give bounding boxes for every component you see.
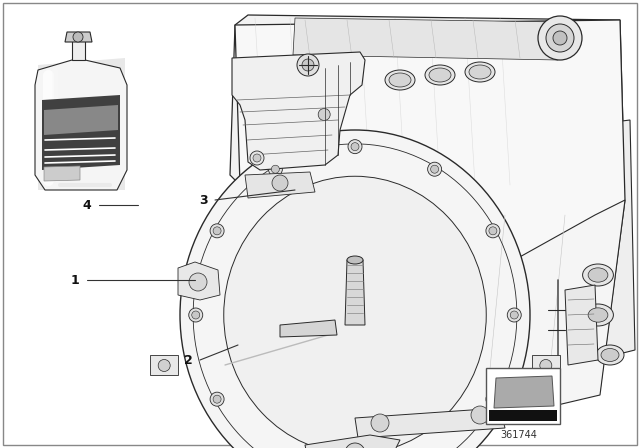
Polygon shape: [293, 18, 560, 60]
Text: 4: 4: [83, 198, 92, 211]
Ellipse shape: [347, 256, 363, 264]
Circle shape: [189, 308, 203, 322]
Circle shape: [210, 392, 224, 406]
Polygon shape: [585, 120, 635, 360]
Polygon shape: [38, 58, 125, 190]
Text: 2: 2: [184, 353, 193, 366]
Circle shape: [302, 59, 314, 71]
Circle shape: [489, 395, 497, 403]
Circle shape: [486, 392, 500, 406]
Ellipse shape: [465, 62, 495, 82]
Polygon shape: [345, 260, 365, 325]
Circle shape: [318, 108, 330, 121]
Circle shape: [192, 311, 200, 319]
Text: 3: 3: [198, 194, 207, 207]
Circle shape: [268, 162, 282, 176]
Circle shape: [272, 175, 288, 191]
Ellipse shape: [596, 345, 624, 365]
Circle shape: [489, 227, 497, 235]
Circle shape: [510, 311, 518, 319]
Polygon shape: [280, 320, 337, 337]
Ellipse shape: [389, 73, 411, 87]
Polygon shape: [494, 376, 554, 408]
Circle shape: [540, 359, 552, 371]
Circle shape: [538, 16, 582, 60]
Polygon shape: [150, 355, 178, 375]
Circle shape: [428, 162, 442, 176]
Text: 361744: 361744: [500, 430, 538, 440]
Circle shape: [189, 273, 207, 291]
Polygon shape: [230, 15, 625, 215]
Circle shape: [345, 443, 365, 448]
Circle shape: [471, 406, 489, 424]
Circle shape: [73, 32, 83, 42]
Ellipse shape: [601, 349, 619, 362]
Bar: [489, 410, 557, 421]
Polygon shape: [235, 20, 625, 415]
Circle shape: [486, 224, 500, 238]
Polygon shape: [72, 40, 85, 60]
Ellipse shape: [582, 264, 613, 286]
Circle shape: [546, 24, 574, 52]
Polygon shape: [532, 355, 560, 375]
Polygon shape: [42, 95, 120, 170]
Polygon shape: [35, 60, 127, 190]
Circle shape: [553, 31, 567, 45]
Circle shape: [348, 140, 362, 154]
Ellipse shape: [588, 308, 608, 322]
Polygon shape: [565, 285, 598, 365]
Circle shape: [297, 54, 319, 76]
Circle shape: [213, 395, 221, 403]
Polygon shape: [44, 166, 80, 181]
Circle shape: [271, 165, 280, 173]
Circle shape: [371, 414, 389, 432]
Text: 1: 1: [70, 273, 79, 287]
Polygon shape: [245, 172, 315, 198]
Circle shape: [213, 227, 221, 235]
Polygon shape: [65, 32, 92, 42]
Ellipse shape: [469, 65, 491, 79]
Ellipse shape: [224, 176, 486, 448]
Ellipse shape: [429, 68, 451, 82]
Circle shape: [253, 154, 261, 162]
Polygon shape: [178, 262, 220, 300]
Ellipse shape: [180, 130, 530, 448]
Polygon shape: [355, 408, 505, 438]
Polygon shape: [44, 105, 118, 135]
Polygon shape: [232, 52, 365, 170]
Circle shape: [210, 224, 224, 238]
Ellipse shape: [425, 65, 455, 85]
Bar: [486, 368, 560, 424]
Polygon shape: [310, 104, 338, 125]
Circle shape: [431, 165, 438, 173]
Ellipse shape: [588, 268, 608, 282]
Circle shape: [250, 151, 264, 165]
Circle shape: [158, 359, 170, 371]
Circle shape: [508, 308, 521, 322]
Circle shape: [351, 142, 359, 151]
Ellipse shape: [385, 70, 415, 90]
Polygon shape: [335, 200, 625, 435]
Polygon shape: [305, 435, 400, 448]
Ellipse shape: [582, 304, 613, 326]
